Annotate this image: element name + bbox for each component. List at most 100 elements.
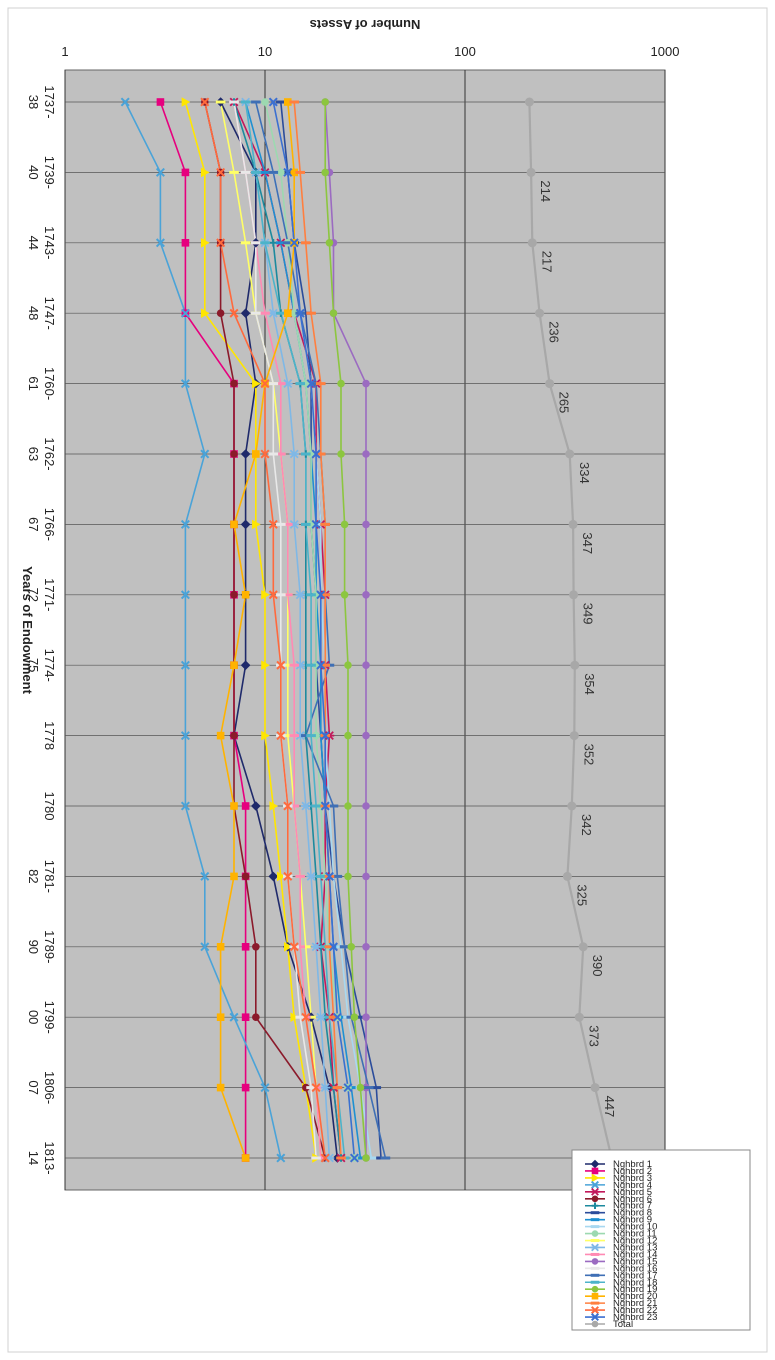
legend-swatch-marker <box>590 1225 600 1229</box>
legend-label: Nghbrd 19 <box>613 1284 657 1295</box>
point-nghbrd-18 <box>306 663 316 667</box>
point-total <box>524 97 534 107</box>
point-nghbrd-6 <box>230 731 238 740</box>
point-nghbrd-16 <box>276 593 286 597</box>
legend-item: Nghbrd 14 <box>585 1249 657 1260</box>
point-nghbrd-17 <box>268 170 279 174</box>
legend-label: Nghbrd 12 <box>613 1236 657 1247</box>
y-axis-tick-labels: 1 10 100 1000 <box>61 44 679 59</box>
point-nghbrd-15 <box>362 802 370 810</box>
legend-swatch-marker <box>590 1273 600 1277</box>
point-nghbrd-2 <box>181 168 190 177</box>
point-total <box>590 1083 600 1093</box>
legend-swatch-marker <box>590 1243 600 1252</box>
point-total <box>568 519 578 529</box>
legend-item: Nghbrd 3 <box>585 1173 652 1184</box>
point-nghbrd-3 <box>283 942 293 952</box>
legend-item: Nghbrd 5 <box>585 1187 652 1198</box>
x-tick-label: 1766- <box>42 508 57 541</box>
point-nghbrd-20 <box>230 802 238 810</box>
point-nghbrd-23 <box>289 238 299 248</box>
legend-label: Nghbrd 21 <box>613 1298 657 1309</box>
point-total <box>574 1012 584 1022</box>
x-tick-label: 67 <box>26 517 41 531</box>
point-nghbrd-20 <box>283 309 292 317</box>
point-nghbrd-16 <box>251 311 261 315</box>
x-axis-title: Years of Endowment <box>20 566 35 695</box>
point-nghbrd-16 <box>251 241 261 245</box>
legend-label: Nghbrd 8 <box>613 1208 652 1219</box>
point-nghbrd-16 <box>306 1086 316 1090</box>
legend-swatch-marker <box>591 1320 599 1328</box>
point-nghbrd-18 <box>301 452 311 456</box>
x-tick-label: 1762- <box>42 437 57 470</box>
legend-swatch-marker <box>590 1218 600 1222</box>
point-nghbrd-21 <box>315 382 326 386</box>
point-nghbrd-23 <box>349 1153 359 1163</box>
point-nghbrd-22 <box>200 97 210 107</box>
point-nghbrd-22 <box>283 871 293 881</box>
x-tick-label: 07 <box>26 1080 41 1094</box>
x-tick-label: 1781- <box>42 860 57 893</box>
series-line-nghbrd-23 <box>272 101 356 1159</box>
point-total <box>578 942 588 952</box>
point-nghbrd-17 <box>380 1156 391 1160</box>
point-nghbrd-6 <box>302 1083 310 1092</box>
point-nghbrd-22 <box>276 660 286 670</box>
point-nghbrd-1 <box>240 449 251 459</box>
x-tick-label: 1789- <box>42 930 57 963</box>
point-nghbrd-13 <box>311 942 321 952</box>
x-tick-label: 1780 <box>42 792 57 821</box>
legend-swatch-marker <box>591 1167 599 1175</box>
x-tick-label: 72 <box>26 588 41 602</box>
series-line-nghbrd-18 <box>244 101 346 1159</box>
point-nghbrd-20 <box>230 661 238 670</box>
x-tick-label: 14 <box>26 1151 41 1165</box>
legend-item: Nghbrd 19 <box>585 1284 657 1295</box>
point-nghbrd-21 <box>320 522 331 526</box>
series-line-nghbrd-21 <box>293 101 342 1159</box>
legend-item: Nghbrd 4 <box>585 1180 652 1191</box>
point-nghbrd-3 <box>252 519 261 530</box>
point-nghbrd-11 <box>302 379 310 388</box>
point-nghbrd-2 <box>241 802 250 810</box>
point-nghbrd-23 <box>328 942 338 952</box>
point-nghbrd-7 <box>269 239 278 247</box>
point-nghbrd-19 <box>362 1154 370 1162</box>
point-nghbrd-3 <box>269 801 279 811</box>
legend-item: Nghbrd 6 <box>585 1194 652 1205</box>
point-nghbrd-3 <box>200 238 210 248</box>
point-nghbrd-22 <box>320 1153 330 1163</box>
total-value-label: 342 <box>579 814 594 836</box>
point-nghbrd-4 <box>155 167 165 177</box>
point-nghbrd-22 <box>283 801 293 811</box>
point-nghbrd-20 <box>252 450 260 458</box>
point-nghbrd-20 <box>216 731 225 740</box>
point-nghbrd-1 <box>268 871 279 882</box>
point-nghbrd-17 <box>282 241 293 245</box>
point-nghbrd-21 <box>336 1156 346 1160</box>
total-value-label: 373 <box>586 1025 601 1047</box>
total-value-label: 217 <box>539 251 554 273</box>
point-nghbrd-15 <box>362 661 370 670</box>
series-line-nghbrd-7 <box>233 101 342 1159</box>
x-tick-label: 63 <box>26 447 41 461</box>
x-tick-label: 40 <box>26 165 41 179</box>
x-tick-label: 38 <box>26 95 41 109</box>
point-nghbrd-23 <box>268 97 278 107</box>
point-nghbrd-20 <box>230 520 238 529</box>
legend-swatch-marker <box>590 1187 600 1196</box>
point-nghbrd-13 <box>301 801 311 811</box>
point-nghbrd-3 <box>290 1012 300 1022</box>
series-line-nghbrd-4 <box>124 101 282 1159</box>
point-nghbrd-16 <box>229 100 239 104</box>
point-nghbrd-17 <box>332 874 343 878</box>
legend-label: Nghbrd 3 <box>613 1173 652 1184</box>
point-nghbrd-20 <box>216 943 225 951</box>
point-nghbrd-23 <box>332 1012 342 1022</box>
total-value-label: 214 <box>538 180 553 202</box>
point-nghbrd-20 <box>216 1083 225 1092</box>
point-nghbrd-19 <box>344 872 352 881</box>
point-total <box>565 449 575 459</box>
